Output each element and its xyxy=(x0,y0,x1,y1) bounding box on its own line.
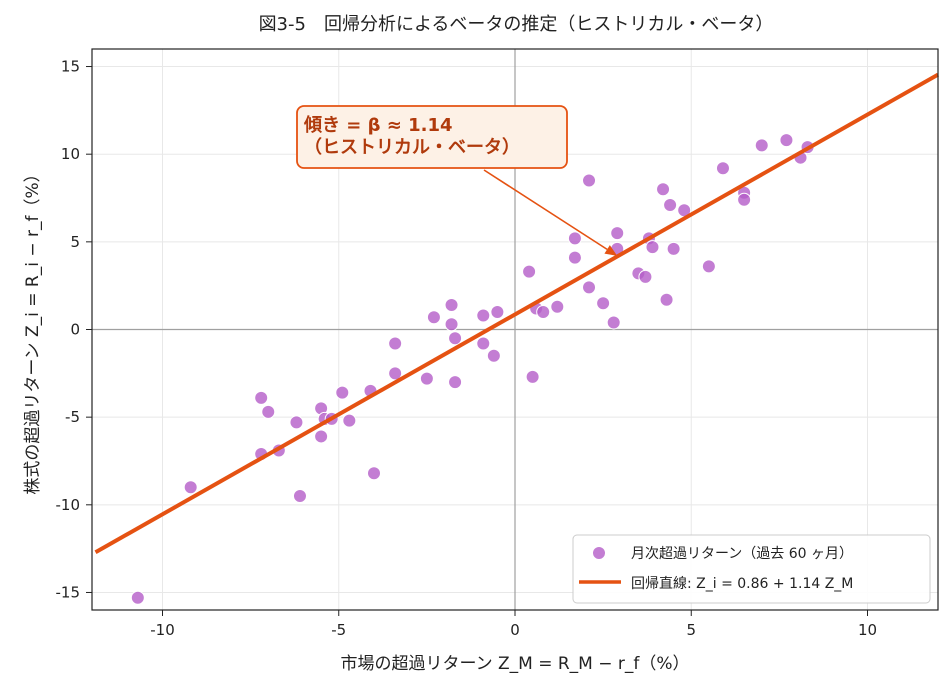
data-point xyxy=(567,250,582,265)
x-tick-label: -5 xyxy=(331,621,346,639)
data-point xyxy=(663,198,678,213)
data-point xyxy=(448,331,463,346)
legend: 月次超過リターン（過去 60 ヶ月） 回帰直線: Z_i = 0.86 + 1.… xyxy=(572,534,931,604)
data-point xyxy=(610,226,625,241)
y-tick-label: 0 xyxy=(70,321,80,339)
x-tick-label: -10 xyxy=(150,621,175,639)
data-point xyxy=(525,369,540,384)
x-tick-label: 5 xyxy=(686,621,696,639)
data-point xyxy=(444,317,459,332)
y-tick-label: -10 xyxy=(56,496,81,514)
data-point xyxy=(476,308,491,323)
data-point xyxy=(444,297,459,312)
data-point xyxy=(342,413,357,428)
data-point xyxy=(448,375,463,390)
annotation-line2: （ヒストリカル・ベータ） xyxy=(304,137,520,158)
data-point xyxy=(567,231,582,246)
data-point xyxy=(645,240,660,255)
data-point xyxy=(314,429,329,444)
data-point xyxy=(701,259,716,274)
data-point xyxy=(715,161,730,176)
legend-box xyxy=(572,534,931,604)
data-point xyxy=(536,304,551,319)
x-axis: -10 -5 0 5 10 xyxy=(150,610,877,639)
data-point xyxy=(289,415,304,430)
data-point xyxy=(426,310,441,325)
data-point xyxy=(335,385,350,400)
data-point xyxy=(367,466,381,481)
annotation-arrow xyxy=(483,169,608,251)
y-axis: -15 -10 -5 0 5 10 15 xyxy=(56,58,92,601)
y-tick-label: 5 xyxy=(70,233,80,251)
data-point xyxy=(388,366,403,381)
data-point xyxy=(606,315,621,330)
data-point xyxy=(596,296,611,311)
data-point xyxy=(476,336,491,351)
data-point xyxy=(656,182,671,197)
data-point xyxy=(292,489,307,504)
legend-scatter-marker xyxy=(592,546,606,560)
data-point xyxy=(659,292,674,307)
data-point xyxy=(254,390,269,405)
y-tick-label: -15 xyxy=(56,583,81,601)
data-point xyxy=(779,133,794,148)
x-axis-label: 市場の超過リターン Z_M = R_M − r_f（%） xyxy=(340,654,689,674)
annotation-arrowhead xyxy=(604,245,618,256)
regression-line xyxy=(94,72,939,554)
data-point xyxy=(737,192,752,207)
y-axis-label: 株式の超過リターン Z_i = R_i − r_f（%） xyxy=(23,165,43,494)
data-point xyxy=(261,404,276,419)
legend-line-label: 回帰直線: Z_i = 0.86 + 1.14 Z_M xyxy=(631,575,853,592)
y-tick-label: 15 xyxy=(61,58,80,76)
data-point xyxy=(490,304,505,319)
data-point xyxy=(666,241,681,256)
chart-title: 図3-5 回帰分析によるベータの推定（ヒストリカル・ベータ） xyxy=(259,14,774,35)
regression-line-path xyxy=(94,72,939,554)
data-point xyxy=(522,264,537,279)
data-point xyxy=(183,480,198,495)
data-point xyxy=(130,590,145,605)
annotation-box xyxy=(296,105,568,169)
x-tick-label: 10 xyxy=(858,621,877,639)
annotation-line1: 傾き = β ≈ 1.14 xyxy=(303,114,453,136)
data-point xyxy=(582,173,597,188)
y-tick-label: -5 xyxy=(65,408,80,426)
y-tick-label: 10 xyxy=(61,145,80,163)
beta-annotation: 傾き = β ≈ 1.14 （ヒストリカル・ベータ） xyxy=(296,105,618,256)
data-point xyxy=(754,138,769,153)
data-point xyxy=(486,348,501,363)
data-point xyxy=(388,336,403,351)
data-point xyxy=(419,371,434,386)
legend-scatter-label: 月次超過リターン（過去 60 ヶ月） xyxy=(631,546,853,562)
x-tick-label: 0 xyxy=(510,621,520,639)
data-point xyxy=(582,280,597,295)
data-point xyxy=(550,299,565,314)
data-point xyxy=(638,269,653,284)
